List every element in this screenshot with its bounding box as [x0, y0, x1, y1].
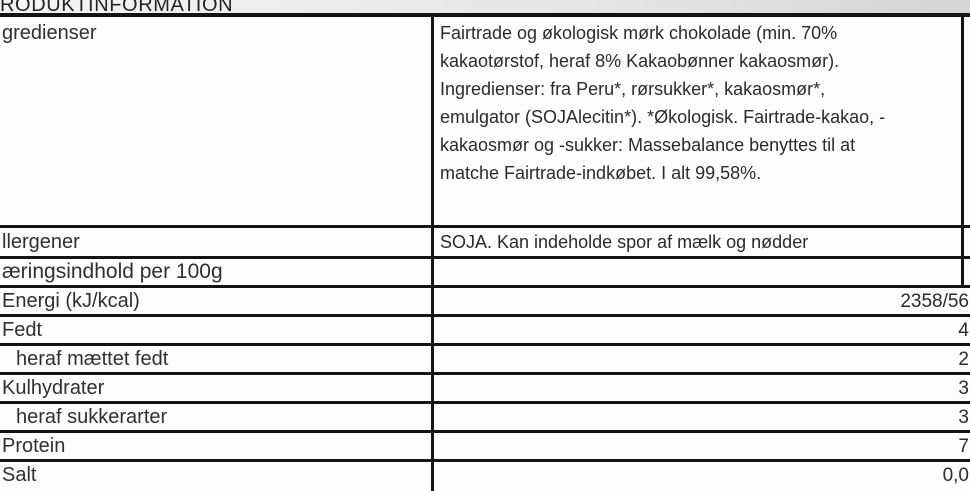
salt-label: Salt [0, 462, 434, 491]
carbohydrates-value: 3 [958, 378, 969, 399]
protein-label: Protein [0, 433, 434, 459]
ingredients-value: Fairtrade og økologisk mørk chokolade (m… [434, 17, 964, 225]
table-row-nutrition-header: æringsindhold per 100g [0, 259, 970, 288]
sheet-title: RODUKTINFORMATION [0, 0, 234, 16]
table-row-energy: Energi (kJ/kcal) 2358/56 [0, 288, 970, 317]
allergens-label: llergener [0, 228, 434, 256]
carbohydrates-label: Kulhydrater [0, 375, 434, 401]
table-row-fat: Fedt 4 [0, 317, 970, 346]
table-row-sugars: heraf sukkerarter 3 [0, 404, 970, 433]
nutrition-header-value [434, 259, 964, 285]
ingredients-label: gredienser [0, 17, 434, 225]
table-row-ingredients: gredienser Fairtrade og økologisk mørk c… [0, 17, 970, 228]
sugars-label: heraf sukkerarter [0, 404, 434, 430]
table-row-salt: Salt 0,0 [0, 462, 970, 491]
table-row-saturated-fat: heraf mættet fedt 2 [0, 346, 970, 375]
saturated-fat-label: heraf mættet fedt [0, 346, 434, 372]
energy-label: Energi (kJ/kcal) [0, 288, 434, 314]
nutrition-header-label: æringsindhold per 100g [0, 259, 434, 285]
protein-value: 7 [958, 436, 969, 457]
allergens-value: SOJA. Kan indeholde spor af mælk og nødd… [434, 228, 964, 256]
fat-value: 4 [958, 320, 969, 341]
sugars-value: 3 [958, 407, 969, 428]
title-divider [0, 13, 970, 17]
salt-value: 0,0 [942, 465, 969, 486]
sheet-title-row: RODUKTINFORMATION [0, 0, 970, 17]
table-row-protein: Protein 7 [0, 433, 970, 462]
table-row-allergens: llergener SOJA. Kan indeholde spor af mæ… [0, 228, 970, 259]
saturated-fat-value: 2 [958, 349, 969, 370]
table-row-carbohydrates: Kulhydrater 3 [0, 375, 970, 404]
fat-label: Fedt [0, 317, 434, 343]
energy-value: 2358/56 [900, 291, 969, 312]
